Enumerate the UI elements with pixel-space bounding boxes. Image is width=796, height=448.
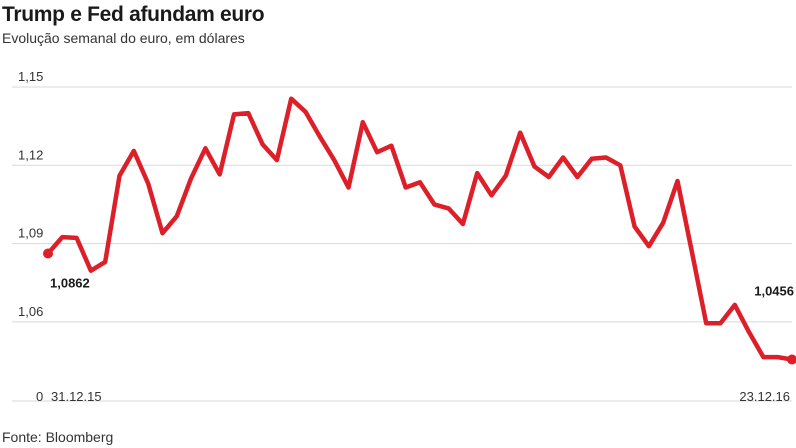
line-chart: 1,15 1,12 1,09 1,06 0 31.12.15 23.12.16 1,086… [12, 69, 796, 404]
source-note: Fonte: Bloomberg [2, 429, 114, 445]
x-label-end: 23.12.16 [739, 389, 790, 404]
x-label-start: 31.12.15 [51, 389, 102, 404]
data-label: 1,0456 [754, 283, 794, 298]
chart-title: Trump e Fed afundam euro [2, 3, 265, 26]
y-tick-label: 1,09 [18, 226, 43, 241]
end-markers [43, 248, 796, 365]
x-axis-labels: 0 31.12.15 23.12.16 [36, 389, 790, 404]
end-marker [787, 354, 796, 365]
y-tick-label: 1,06 [18, 304, 43, 319]
y-origin-label: 0 [36, 389, 43, 404]
series-line-euro [45, 96, 795, 362]
end-marker [43, 248, 53, 259]
chart-subtitle: Evolução semanal do euro, em dólares [2, 30, 245, 46]
grid-lines [12, 86, 792, 402]
data-label: 1,0862 [50, 276, 90, 291]
y-tick-label: 1,12 [18, 147, 43, 162]
y-axis-ticks: 1,15 1,12 1,09 1,06 [18, 69, 43, 319]
y-tick-label: 1,15 [18, 69, 43, 84]
data-labels: 1,0862 1,0456 [50, 276, 794, 299]
